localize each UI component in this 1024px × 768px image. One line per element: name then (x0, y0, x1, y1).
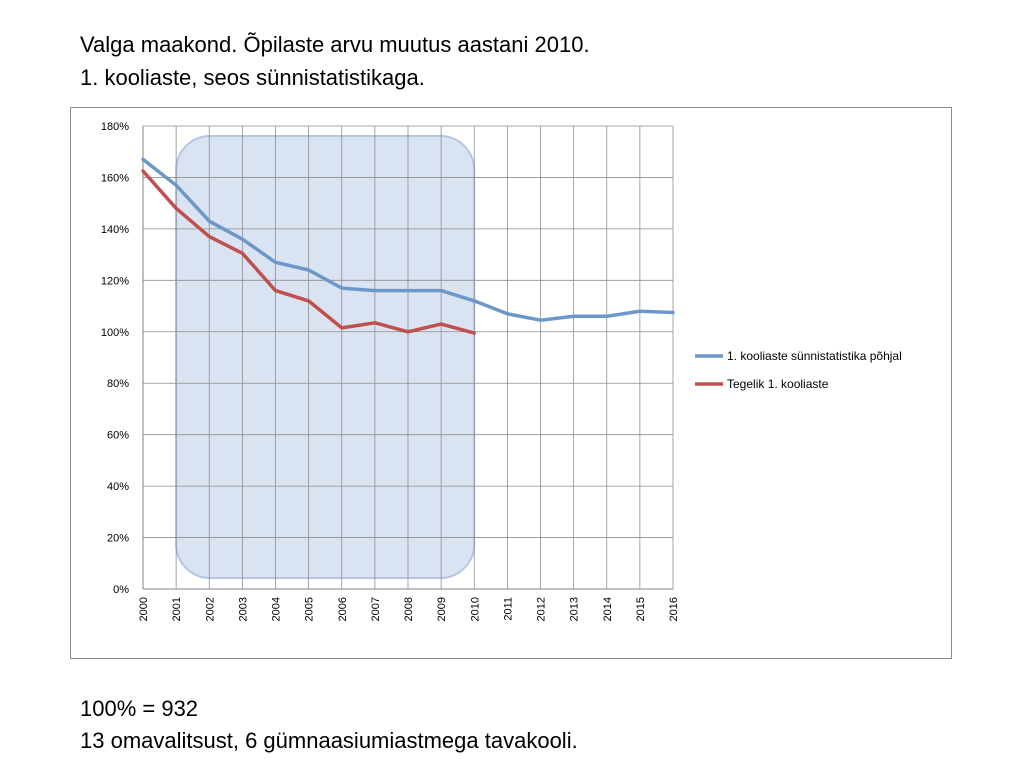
highlight-band (175, 135, 476, 579)
y-tick-label: 0% (113, 584, 129, 596)
x-tick-label: 2003 (237, 597, 249, 621)
footer-line-2: 13 omavalitsust, 6 gümnaasiumiastmega ta… (80, 728, 578, 753)
heading-line-1: Valga maakond. Õpilaste arvu muutus aast… (80, 32, 590, 57)
legend: 1. kooliaste sünnistatistika põhjal Tegel… (695, 349, 902, 391)
x-tick-label: 2009 (436, 597, 448, 621)
legend-label-1: 1. kooliaste sünnistatistika põhjal (727, 349, 902, 363)
x-tick-label: 2001 (171, 597, 183, 621)
footer-line-1: 100% = 932 (80, 696, 199, 721)
x-tick-label: 2008 (403, 597, 415, 621)
y-tick-label: 20% (107, 533, 129, 545)
x-tick-label: 2002 (204, 597, 216, 621)
x-tick-label: 2011 (502, 597, 514, 621)
series-line-1 (141, 157, 675, 322)
y-tick-label: 180% (101, 121, 129, 133)
line-chart: 0% 20% 40% 60% 80% 100% 120% 140% 160% 180% 2000 20… (101, 121, 902, 621)
y-tick-label: 120% (101, 275, 129, 287)
x-tick-label: 2004 (271, 597, 283, 621)
heading-line-2: 1. kooliaste, seos sünnistatistikaga. (80, 65, 425, 90)
x-tick-label: 2000 (138, 597, 150, 621)
x-tick-label: 2015 (635, 597, 647, 621)
chart-container: 0% 20% 40% 60% 80% 100% 120% 140% 160% 180% 2000 20… (70, 107, 952, 659)
y-tick-label: 140% (101, 224, 129, 236)
x-tick-label: 2006 (337, 597, 349, 621)
x-tick-label: 2013 (569, 597, 581, 621)
x-tick-label: 2007 (370, 597, 382, 621)
y-tick-label: 160% (101, 172, 129, 184)
x-tick-label: 2016 (668, 597, 680, 621)
series-line-2 (141, 169, 477, 335)
page-heading: Valga maakond. Õpilaste arvu muutus aast… (80, 28, 590, 94)
x-tick-label: 2005 (304, 597, 316, 621)
legend-label-2: Tegelik 1. kooliaste (727, 377, 829, 391)
x-tick-label: 2010 (469, 597, 481, 621)
x-tick-label: 2012 (536, 597, 548, 621)
y-tick-label: 100% (101, 327, 129, 339)
x-tick-label: 2014 (602, 597, 614, 621)
y-tick-label: 60% (107, 430, 129, 442)
y-tick-label: 40% (107, 481, 129, 493)
page-footer: 100% = 932 13 omavalitsust, 6 gümnaasium… (80, 693, 578, 757)
y-tick-label: 80% (107, 378, 129, 390)
